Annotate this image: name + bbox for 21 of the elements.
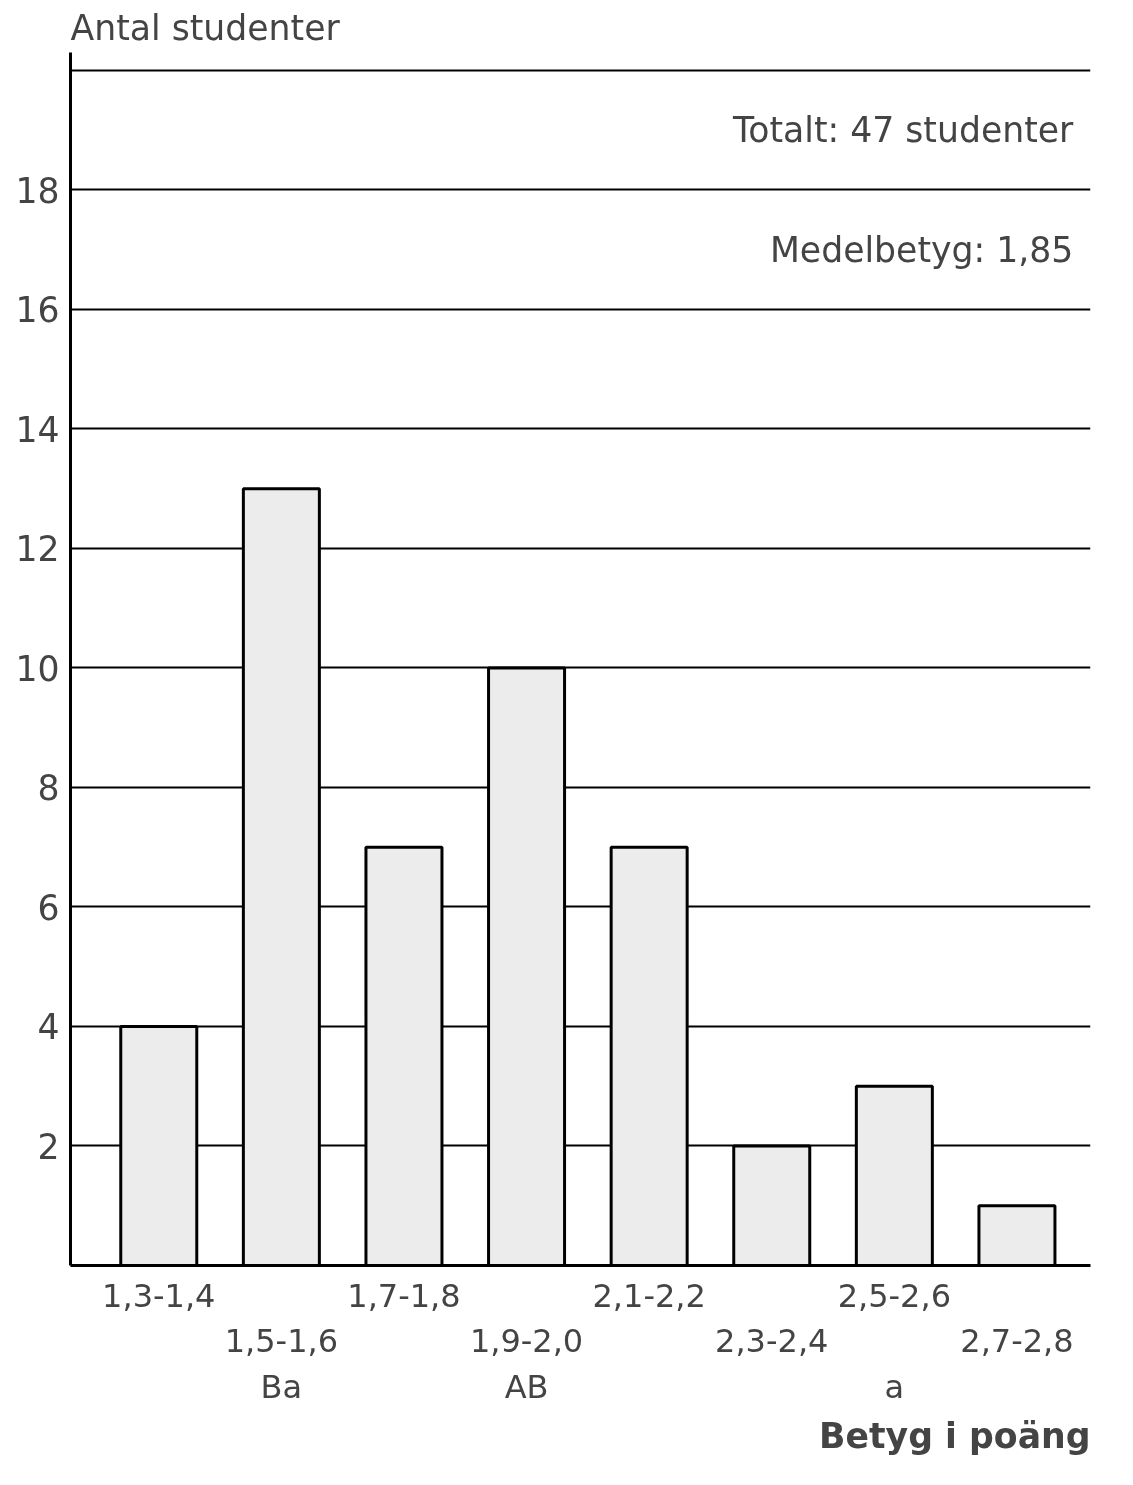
y-tick-label: 2 [37, 1126, 60, 1167]
x-tick-label: 2,3-2,4 [715, 1322, 829, 1361]
x-tick-label: 2,1-2,2 [592, 1276, 706, 1315]
y-tick-label: 12 [15, 529, 60, 570]
x-tick-label: 1,9-2,0 AB [469, 1322, 584, 1406]
y-tick-label: 10 [15, 648, 60, 689]
x-tick-label: 2,7-2,8 [960, 1322, 1074, 1361]
y-axis-title: Antal studenter [70, 7, 341, 48]
y-tick-label: 6 [37, 887, 60, 928]
y-tick-label: 4 [37, 1007, 60, 1048]
x-axis-title: Betyg i poäng [819, 1415, 1091, 1456]
annotation: Totalt: 47 studenter [731, 110, 1075, 151]
y-tick-label: 16 [15, 290, 60, 331]
category-label: 2,5-2,6 a [837, 1276, 952, 1406]
x-tick-label: 1,5-1,6 Ba [224, 1322, 339, 1406]
x-tick-label: 1,7-1,8 [347, 1276, 461, 1315]
y-tick-label: 18 [15, 170, 60, 211]
x-tick-label: 1,3-1,4 [102, 1276, 216, 1315]
y-tick-label: 8 [37, 768, 60, 809]
y-tick-label: 14 [15, 409, 60, 450]
annotation: Medelbetyg: 1,85 [769, 229, 1074, 270]
